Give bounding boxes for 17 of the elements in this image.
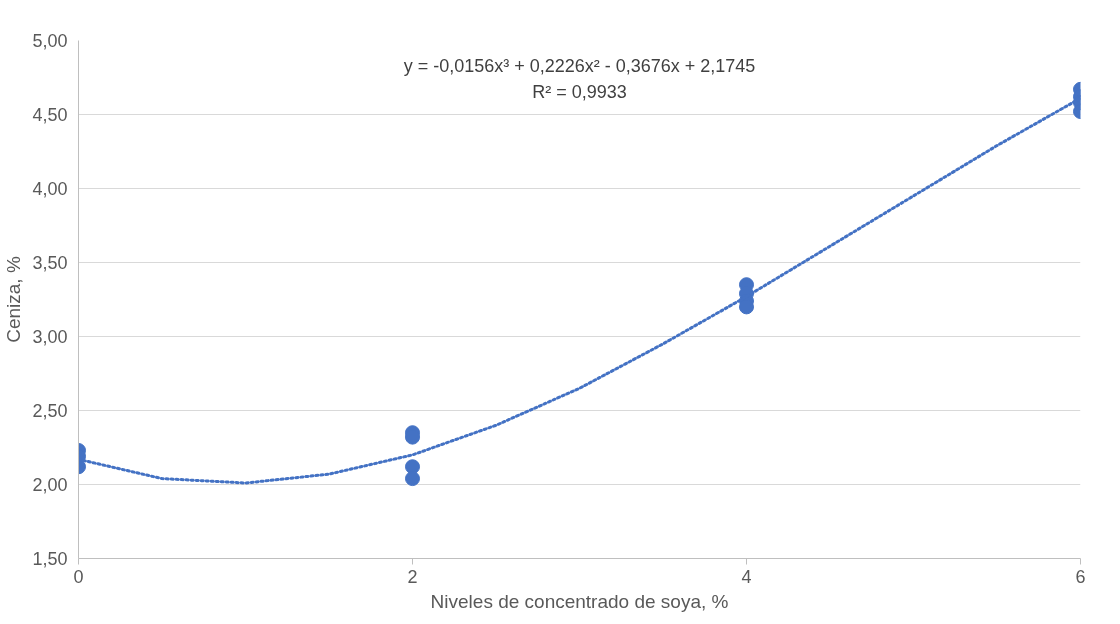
x-tick-label: 4 (741, 566, 752, 587)
y-tick-label: 2,00 (32, 475, 68, 495)
y-axis-title: Ceniza, % (3, 256, 25, 343)
x-tick-label: 6 (1075, 566, 1086, 587)
y-tick-label: 4,00 (32, 179, 68, 199)
annotation: y = -0,0156x³ + 0,2226x² - 0,3676x + 2,1745 (403, 56, 756, 77)
annotation: R² = 0,9933 (532, 82, 627, 103)
y-tick-label: 1,50 (32, 549, 68, 569)
point (405, 471, 420, 487)
x-axis-title: Niveles de concentrado de soya, % (430, 590, 729, 612)
y-tick-label: 4,50 (32, 105, 68, 125)
y-tick-label: 5,00 (32, 31, 68, 51)
y-tick-label: 3,00 (32, 327, 68, 347)
y-tick-label: 2,50 (32, 401, 68, 421)
x-tick-label: 0 (73, 566, 84, 587)
y-tick-label: 3,50 (32, 253, 68, 273)
x-tick-label: 2 (407, 566, 418, 587)
